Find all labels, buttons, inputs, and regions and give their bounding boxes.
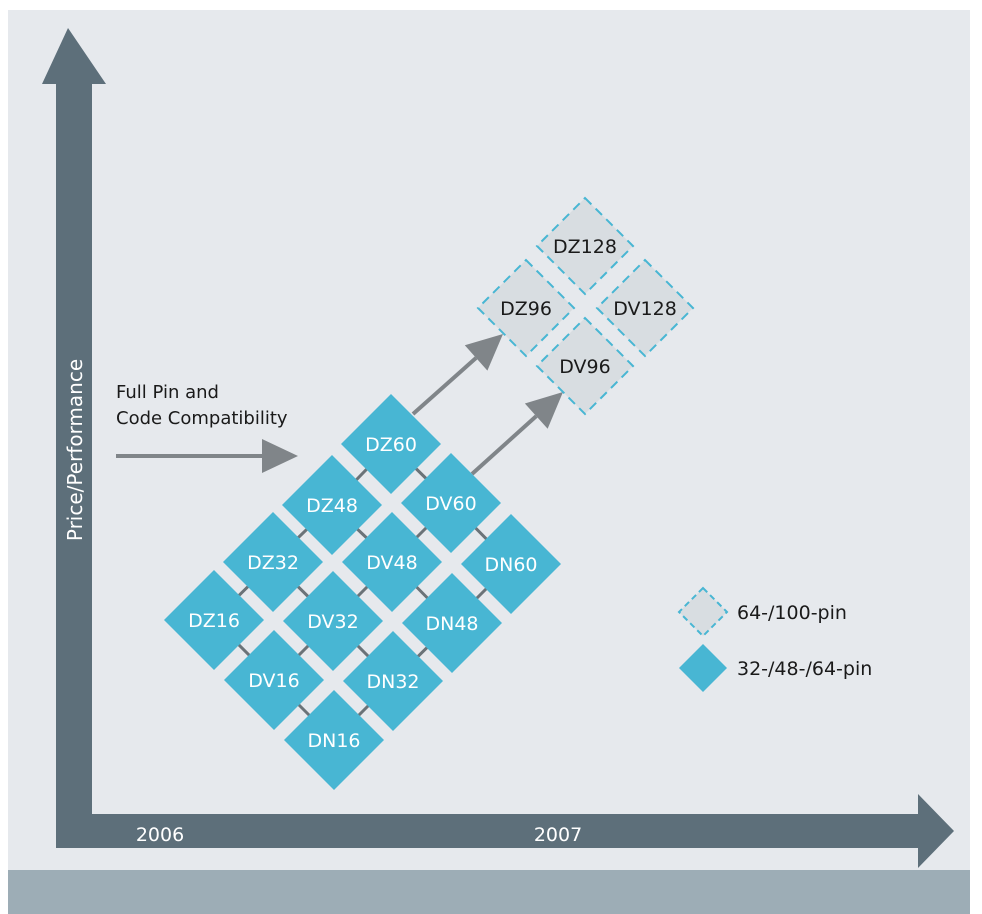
tile-shape bbox=[164, 570, 264, 670]
compatibility-arrow-horizontal bbox=[116, 439, 298, 473]
device-tile-label: DZ60 bbox=[365, 434, 417, 456]
arrow-head bbox=[262, 439, 298, 473]
tile-shape bbox=[224, 630, 324, 730]
future-device-tile-dv128: DV128 bbox=[595, 258, 695, 358]
device-tile-dz16: DZ16 bbox=[164, 570, 264, 670]
legend-item-solid: 32-/48-/64-pin bbox=[679, 644, 872, 692]
device-tile-dn48: DN48 bbox=[402, 573, 502, 673]
future-tile-shape bbox=[595, 258, 695, 358]
compatibility-arrows bbox=[116, 334, 563, 476]
future-device-tile-dv96: DV96 bbox=[535, 316, 635, 416]
legend-item-dashed: 64-/100-pin bbox=[677, 586, 847, 638]
device-tile-label: DV60 bbox=[425, 493, 476, 515]
future-device-tile-label: DZ96 bbox=[500, 298, 552, 320]
y-axis-label: Price/Performance bbox=[63, 359, 87, 541]
annotation-line-1: Full Pin and bbox=[116, 382, 219, 403]
device-tile-dv48: DV48 bbox=[342, 512, 442, 612]
device-tile-label: DN16 bbox=[307, 730, 360, 752]
future-tile-shape bbox=[535, 196, 635, 296]
device-tile-label: DZ32 bbox=[247, 552, 299, 574]
device-tile-label: DN60 bbox=[484, 554, 537, 576]
legend-dashed-swatch bbox=[677, 586, 729, 638]
tile-shape bbox=[402, 573, 502, 673]
device-tile-dv32: DV32 bbox=[283, 571, 383, 671]
legend: 64-/100-pin 32-/48-/64-pin bbox=[677, 586, 872, 692]
y-axis-arrow bbox=[42, 28, 106, 848]
device-tile-label: DN32 bbox=[366, 671, 419, 693]
tile-shape bbox=[461, 514, 561, 614]
x-axis-tick-2006: 2006 bbox=[136, 824, 184, 846]
device-tile-dz32: DZ32 bbox=[223, 512, 323, 612]
tile-shape bbox=[342, 512, 442, 612]
device-tile-dn60: DN60 bbox=[461, 514, 561, 614]
device-tile-dz60: DZ60 bbox=[341, 394, 441, 494]
arrow-head bbox=[464, 334, 503, 371]
x-axis-arrow bbox=[56, 794, 954, 868]
device-tile-label: DV32 bbox=[307, 611, 358, 633]
tile-shape bbox=[283, 571, 383, 671]
annotation-line-2: Code Compatibility bbox=[116, 408, 288, 429]
diagram-background bbox=[8, 10, 970, 870]
device-tile-label: DZ16 bbox=[188, 610, 240, 632]
device-tile-dv60: DV60 bbox=[401, 453, 501, 553]
device-tile-label: DV16 bbox=[248, 670, 299, 692]
tile-shape bbox=[284, 690, 384, 790]
device-tile-label: DN48 bbox=[425, 613, 478, 635]
legend-solid-swatch bbox=[679, 644, 727, 692]
legend-label: 32-/48-/64-pin bbox=[737, 658, 872, 680]
x-axis-tick-2007: 2007 bbox=[534, 824, 582, 846]
device-tile-label: DZ48 bbox=[306, 495, 358, 517]
tile-shape bbox=[282, 455, 382, 555]
device-tile-dn16: DN16 bbox=[284, 690, 384, 790]
device-tile-dz48: DZ48 bbox=[282, 455, 382, 555]
future-device-tile-label: DV128 bbox=[613, 298, 677, 320]
tile-shape bbox=[343, 631, 443, 731]
device-tile-dn32: DN32 bbox=[343, 631, 443, 731]
future-device-tile-label: DZ128 bbox=[553, 236, 617, 258]
future-tile-shape bbox=[535, 316, 635, 416]
arrow-head bbox=[524, 392, 563, 429]
future-tile-shape bbox=[476, 258, 576, 358]
future-device-tile-dz96: DZ96 bbox=[476, 258, 576, 358]
bottom-band bbox=[8, 870, 970, 914]
migration-arrow-dv bbox=[470, 392, 563, 476]
device-tile-dv16: DV16 bbox=[224, 630, 324, 730]
legend-label: 64-/100-pin bbox=[737, 602, 847, 624]
arrow-shaft bbox=[470, 414, 538, 476]
arrow-shaft bbox=[411, 356, 478, 416]
tile-shape bbox=[401, 453, 501, 553]
tile-shape bbox=[341, 394, 441, 494]
migration-arrow-dz bbox=[411, 334, 503, 416]
future-device-tile-label: DV96 bbox=[559, 356, 610, 378]
device-tiles: DZ16 DZ32 DZ48 DZ60 DV16 DV32 DV48 DV60 DN16 DN32… bbox=[164, 196, 695, 790]
future-device-tile-dz128: DZ128 bbox=[535, 196, 635, 296]
device-tile-label: DV48 bbox=[366, 552, 417, 574]
tile-shape bbox=[223, 512, 323, 612]
